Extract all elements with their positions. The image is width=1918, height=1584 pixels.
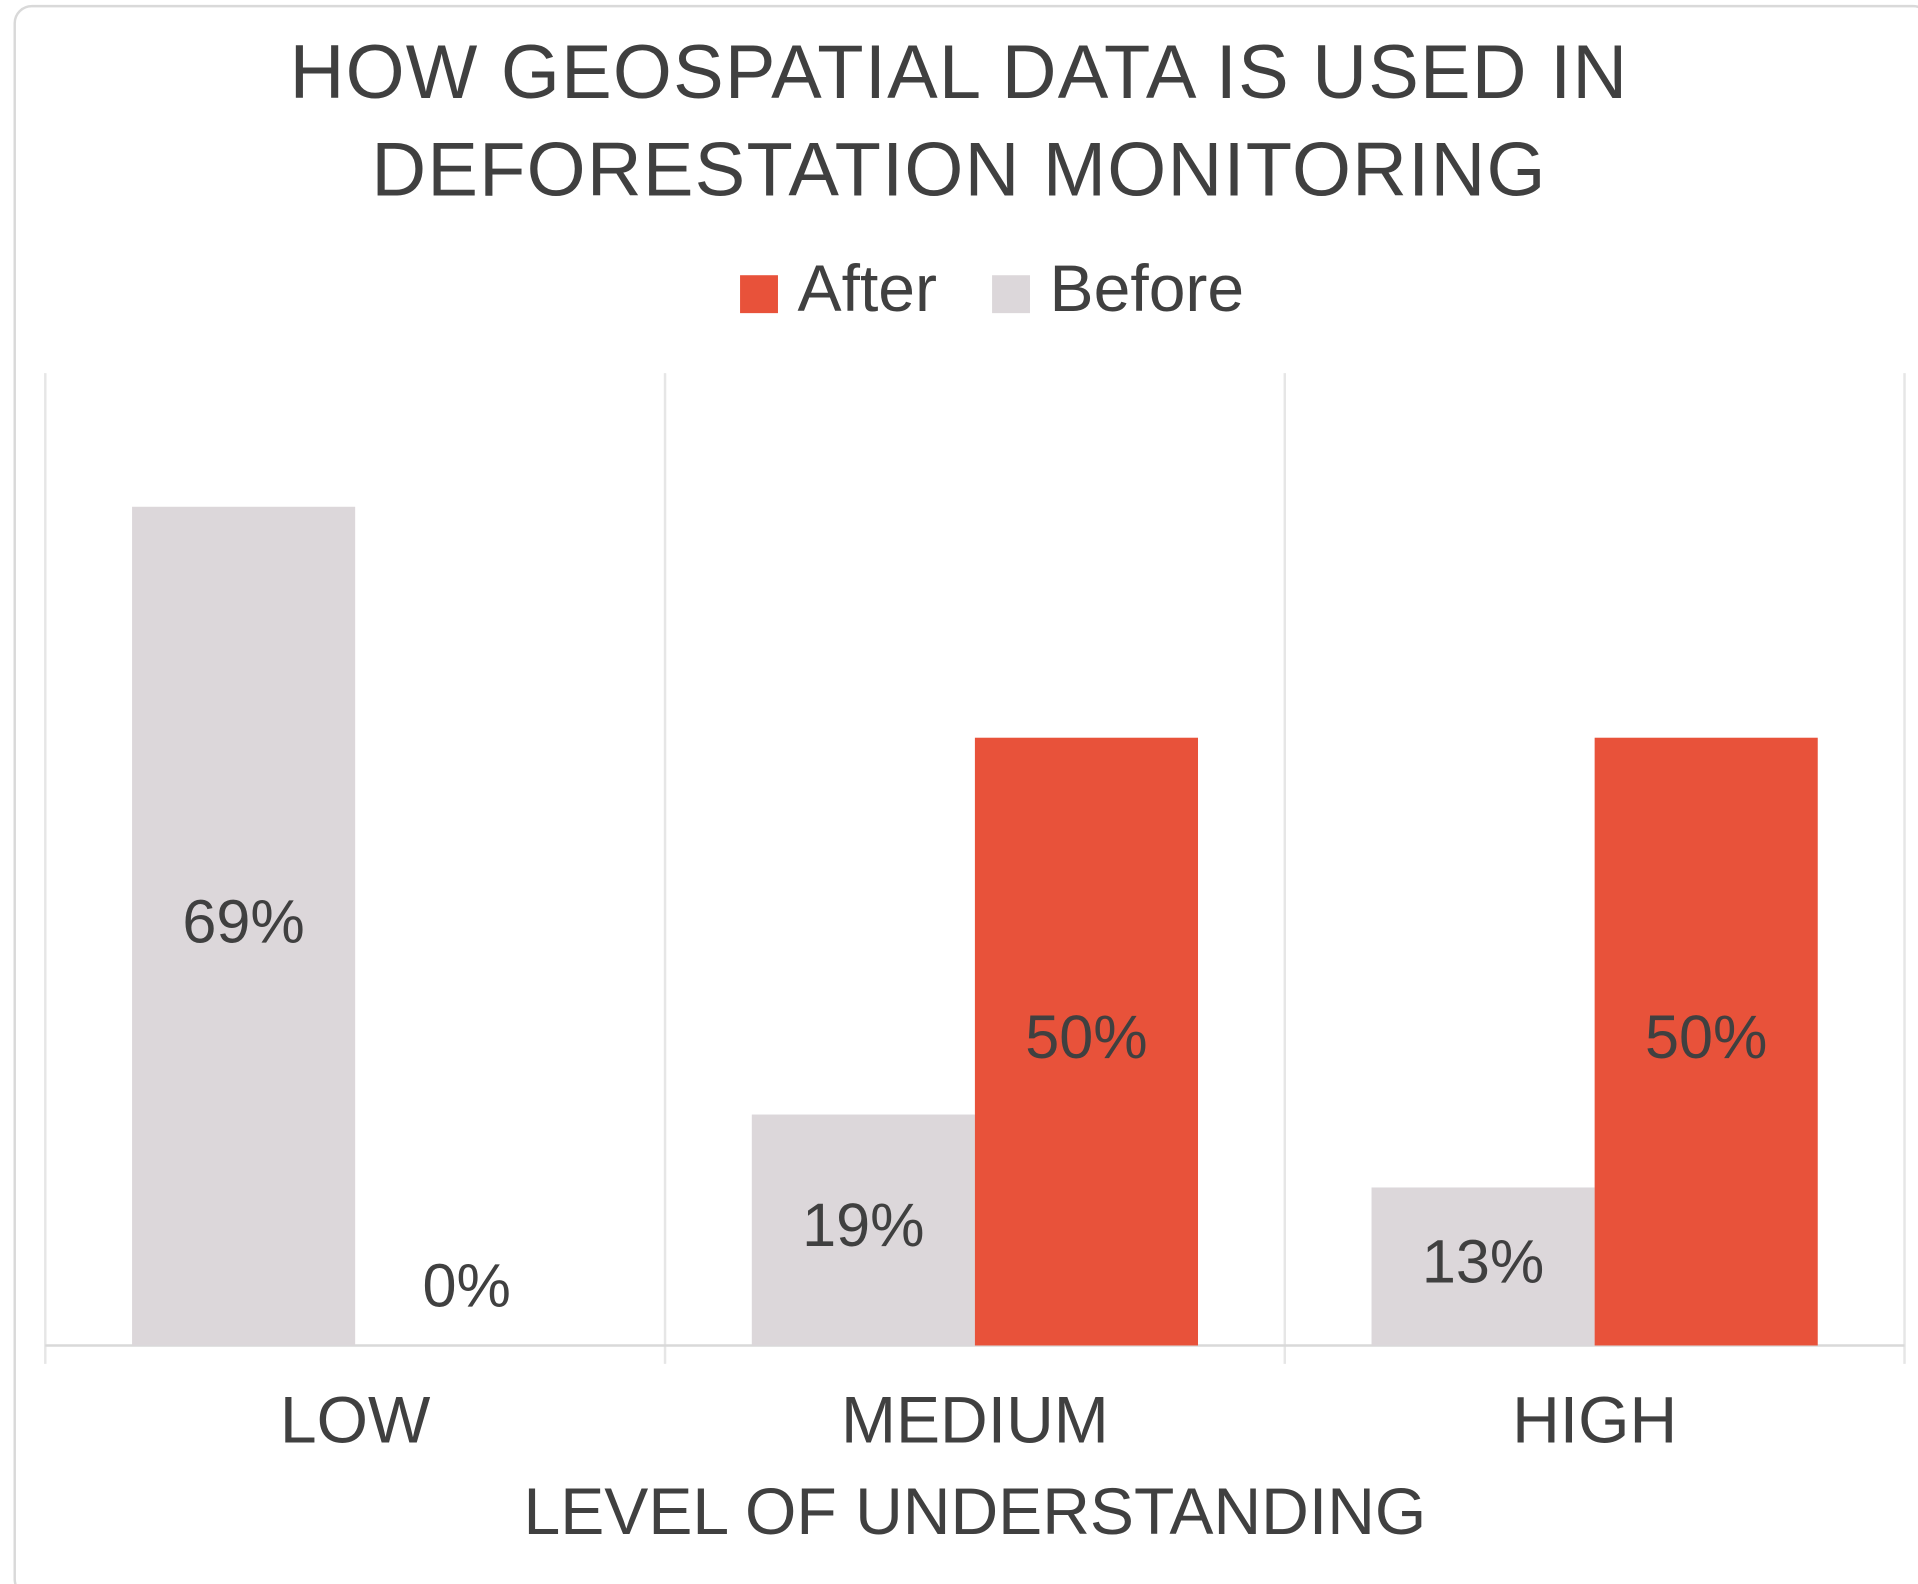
bar: [132, 506, 356, 1346]
chart-title: HOW GEOSPATIAL DATA IS USED IN DEFORESTA…: [289, 30, 1629, 213]
data-label: 50%: [1645, 1003, 1767, 1071]
x-tick-label: MEDIUM: [841, 1382, 1109, 1456]
legend-label: Before: [1050, 251, 1245, 325]
data-label: 13%: [1422, 1228, 1544, 1296]
legend-swatch: [740, 275, 778, 314]
data-label: 19%: [802, 1191, 924, 1259]
bar: [1371, 1187, 1595, 1346]
legend-swatch: [992, 275, 1030, 314]
bar: [1594, 737, 1818, 1346]
x-axis-title: LEVEL OF UNDERSTANDING: [524, 1474, 1427, 1548]
data-label: 69%: [182, 887, 304, 955]
x-tick-label: LOW: [280, 1382, 431, 1456]
title-area: HOW GEOSPATIAL DATA IS USED IN DEFORESTA…: [289, 30, 1629, 213]
legend-label: After: [798, 251, 937, 325]
data-label: 0%: [423, 1252, 511, 1320]
bar: [974, 737, 1199, 1346]
bar: [751, 1114, 975, 1346]
data-label: 50%: [1025, 1003, 1147, 1071]
x-tick-label: HIGH: [1512, 1382, 1677, 1456]
